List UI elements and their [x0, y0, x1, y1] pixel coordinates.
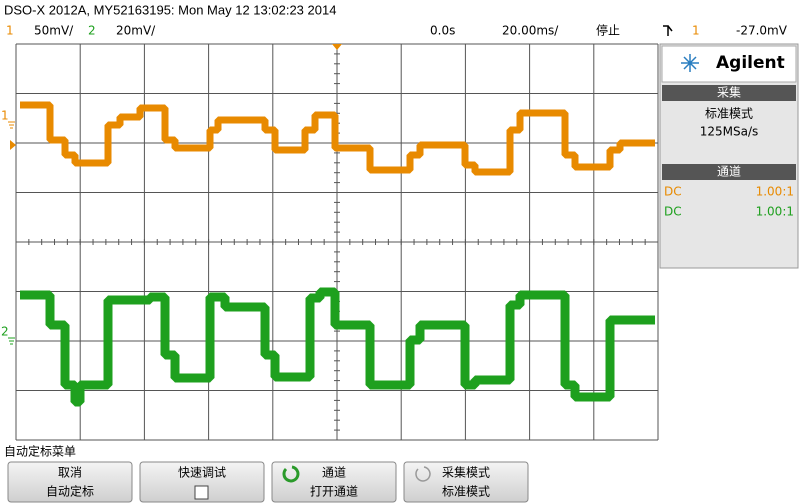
- title: DSO-X 2012A, MY52163195: Mon May 12 13:0…: [4, 2, 336, 17]
- ch2-probe: 1.00:1: [756, 205, 794, 219]
- logo-spark: [681, 54, 699, 72]
- softkey-label[interactable]: 快速调试: [178, 465, 226, 480]
- acquire-title: 采集: [717, 85, 741, 100]
- ch2-label: 2: [88, 24, 96, 38]
- run-state: 停止: [596, 23, 620, 38]
- channels-header: [662, 164, 796, 180]
- softkey-value[interactable]: 标准模式: [442, 485, 490, 499]
- ch2-trace: [20, 287, 655, 407]
- softkey-value[interactable]: 打开通道: [310, 485, 358, 499]
- ch1-label: 1: [6, 24, 14, 38]
- ch1-scale: 50mV/: [34, 24, 74, 38]
- trigger-level-marker: [10, 140, 16, 150]
- time-scale: 20.00ms/: [502, 24, 559, 38]
- softkey-value[interactable]: 自动定标: [46, 484, 94, 499]
- ch1-trace: [20, 101, 655, 176]
- brand: Agilent: [716, 53, 785, 73]
- softkey-label[interactable]: 通道: [322, 466, 346, 480]
- ch2-ground: [8, 337, 15, 345]
- softkey-bg[interactable]: [7, 461, 133, 503]
- softkey[interactable]: 取消 自动定标: [7, 461, 133, 503]
- checkbox[interactable]: [194, 485, 209, 500]
- softkey-label[interactable]: 采集模式: [442, 465, 490, 480]
- sample-rate: 125MSa/s: [700, 125, 759, 139]
- acquire-mode: 标准模式: [705, 107, 753, 121]
- trigger-marker: [332, 44, 342, 50]
- rotate-icon: [415, 466, 431, 482]
- time-delay: 0.0s: [430, 24, 455, 38]
- ch1-marker: 1: [1, 109, 9, 123]
- ch1-coupling: DC: [664, 185, 682, 199]
- ch2-marker: 2: [1, 325, 9, 339]
- ch2-coupling: DC: [664, 205, 682, 219]
- trigger-source: 1: [692, 24, 700, 38]
- softkey-bg[interactable]: [271, 461, 397, 503]
- ch2-scale: 20mV/: [116, 24, 156, 38]
- logo-box: [661, 45, 797, 83]
- trigger-icon: [663, 25, 673, 36]
- ch1-probe: 1.00:1: [756, 185, 794, 199]
- rotate-icon: [282, 465, 300, 483]
- trigger-level: -27.0mV: [736, 24, 788, 38]
- softkey[interactable]: 快速调试: [139, 461, 265, 503]
- softkey-label[interactable]: 取消: [58, 466, 82, 480]
- softkey[interactable]: 采集模式 标准模式: [403, 461, 529, 503]
- channels-title: 通道: [717, 165, 741, 179]
- menu-title: 自动定标菜单: [4, 444, 76, 459]
- acquire-header: [662, 85, 796, 101]
- ch1-ground: [8, 121, 15, 129]
- softkey[interactable]: 通道 打开通道: [271, 461, 397, 503]
- softkey-bg[interactable]: [139, 461, 265, 503]
- softkey-bg[interactable]: [403, 461, 529, 503]
